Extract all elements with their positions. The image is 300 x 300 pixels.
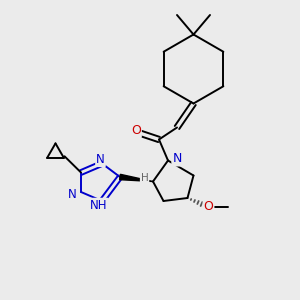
Text: NH: NH [90, 199, 108, 212]
Text: N: N [172, 152, 182, 166]
Polygon shape [120, 174, 153, 182]
Text: N: N [68, 188, 76, 201]
Text: O: O [204, 200, 213, 214]
Text: N: N [96, 153, 105, 166]
Text: H: H [141, 172, 148, 183]
Text: O: O [131, 124, 141, 137]
